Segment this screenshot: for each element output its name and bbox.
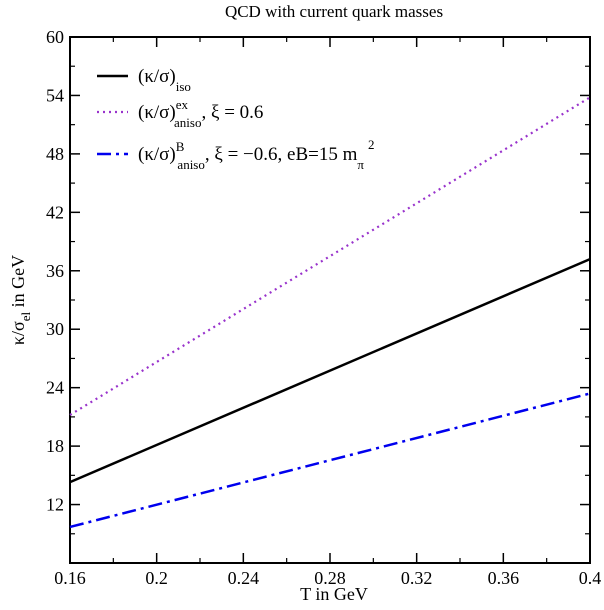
- x-tick-label: 0.24: [228, 568, 260, 588]
- x-tick-label: 0.16: [54, 568, 86, 588]
- legend-sub: iso: [176, 79, 191, 94]
- x-tick-label: 0.2: [145, 568, 168, 588]
- y-axis-title: κ/σel in GeV: [8, 255, 33, 345]
- series-layer: [69, 96, 591, 529]
- legend-sup: ex: [176, 97, 189, 112]
- x-tick-label: 0.32: [401, 568, 433, 588]
- y-tick-label: 36: [46, 261, 64, 281]
- y-axis-title-suffix: in GeV: [8, 255, 28, 312]
- y-tick-label: 24: [46, 378, 64, 398]
- x-axis-title: T in GeV: [300, 584, 368, 604]
- y-tick-label: 48: [46, 144, 64, 164]
- y-tick-label: 42: [46, 202, 64, 222]
- x-tick-label: 0.36: [488, 568, 520, 588]
- legend-main: (κ/σ): [138, 102, 176, 123]
- legend-main: (κ/σ): [138, 144, 176, 165]
- y-axis-title-base: κ/σ: [8, 321, 28, 345]
- legend-label-2: (κ/σ)B aniso, ξ = −0.6, eB=15 mπ2: [138, 137, 374, 172]
- axis-ticks: 0.16 0.2 0.24 0.28 0.32 0.36 0.4 12 18 24 30 36 42 48…: [46, 27, 601, 588]
- y-tick-label: 18: [46, 436, 64, 456]
- chart-title: QCD with current quark masses: [225, 2, 443, 21]
- y-tick-label: 54: [46, 85, 64, 105]
- series-line-0: [69, 257, 591, 484]
- y-tick-label: 30: [46, 319, 64, 339]
- x-tick-label: 0.28: [314, 568, 346, 588]
- legend-sub: aniso: [177, 157, 204, 172]
- legend: (κ/σ)iso(κ/σ)ex aniso, ξ = 0.6(κ/σ)B aniso…: [97, 66, 374, 172]
- legend-tail: , ξ = −0.6, eB=15 m: [205, 144, 358, 165]
- legend-sub: aniso: [174, 115, 201, 130]
- y-tick-label: 60: [46, 27, 64, 47]
- legend-sup: B: [176, 139, 185, 154]
- series-line-2: [69, 392, 591, 529]
- legend-main: (κ/σ): [138, 66, 176, 87]
- x-tick-label: 0.4: [579, 568, 602, 588]
- y-tick-label: 12: [46, 495, 64, 515]
- legend-tail-sup: 2: [368, 137, 375, 152]
- legend-label-1: (κ/σ)ex aniso, ξ = 0.6: [138, 97, 263, 130]
- legend-label-0: (κ/σ)iso: [138, 66, 191, 94]
- legend-tail: , ξ = 0.6: [201, 102, 263, 123]
- y-axis-title-sub: el: [18, 312, 33, 322]
- legend-tail-sub: π: [357, 157, 364, 172]
